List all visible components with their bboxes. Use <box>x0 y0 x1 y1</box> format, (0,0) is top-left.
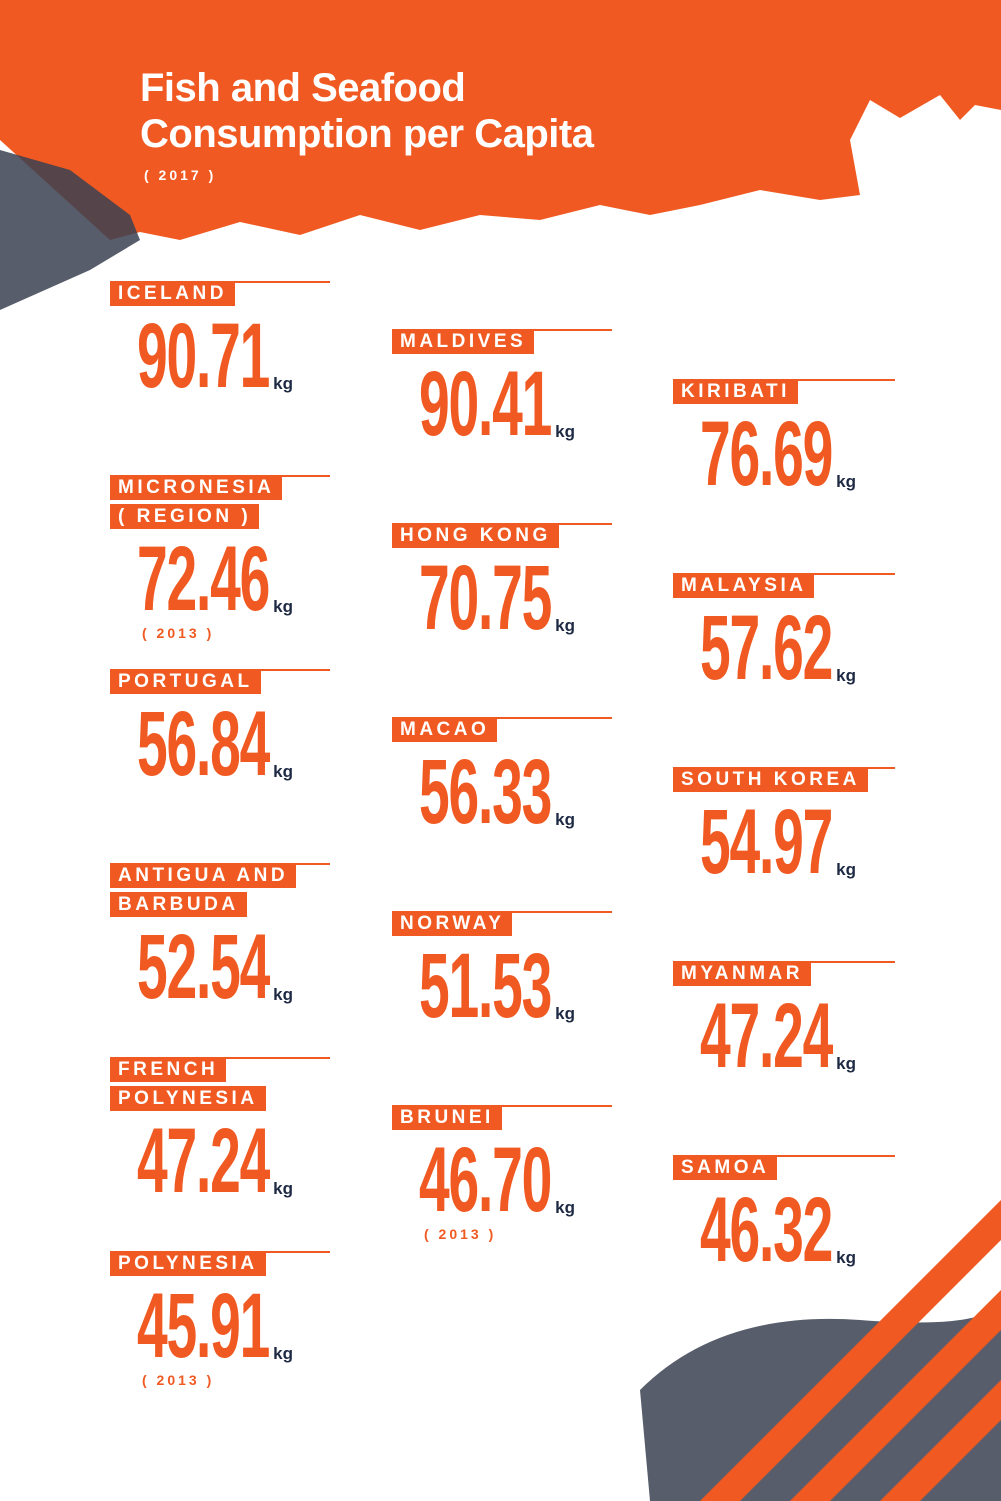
country-label: FRENCH <box>110 1057 227 1082</box>
unit: kg <box>836 1248 856 1267</box>
unit: kg <box>555 1004 575 1023</box>
note: ( 2013 ) <box>142 625 215 641</box>
value: 56.33 <box>419 741 552 843</box>
unit: kg <box>836 472 856 491</box>
stripe <box>880 1380 1001 1501</box>
banner <box>0 0 1001 240</box>
country-label: BRUNEI <box>392 1105 502 1130</box>
country-label: ( REGION ) <box>110 504 260 529</box>
note: ( 2013 ) <box>424 1226 497 1242</box>
country-label: NORWAY <box>392 911 513 936</box>
rule <box>392 717 612 719</box>
title-line: Fish and Seafood <box>140 66 466 110</box>
value: 45.91 <box>137 1275 270 1377</box>
value: 72.46 <box>137 528 270 630</box>
rule <box>673 1155 895 1157</box>
note: ( 2013 ) <box>142 1372 215 1388</box>
unit: kg <box>836 860 856 879</box>
country-label: ANTIGUA AND <box>110 863 297 888</box>
country-label: MALAYSIA <box>673 573 815 598</box>
country-label: MICRONESIA <box>110 475 283 500</box>
unit: kg <box>273 597 293 616</box>
value: 46.70 <box>419 1129 552 1231</box>
unit: kg <box>836 666 856 685</box>
country-label: POLYNESIA <box>110 1086 266 1111</box>
country-label: MALDIVES <box>392 329 535 354</box>
stripe <box>790 1290 1001 1501</box>
value: 90.41 <box>419 353 552 455</box>
value: 57.62 <box>700 597 833 699</box>
value: 47.24 <box>137 1110 270 1212</box>
value: 54.97 <box>700 791 833 893</box>
unit: kg <box>273 1344 293 1363</box>
country-label: MYANMAR <box>673 961 811 986</box>
unit: kg <box>273 762 293 781</box>
value: 76.69 <box>700 403 833 505</box>
country-label: HONG KONG <box>392 523 559 548</box>
value: 90.71 <box>137 305 270 407</box>
rule <box>392 1105 612 1107</box>
unit: kg <box>836 1054 856 1073</box>
country-label: MACAO <box>392 717 498 742</box>
country-label: SAMOA <box>673 1155 778 1180</box>
country-label: BARBUDA <box>110 892 247 917</box>
value: 52.54 <box>137 916 270 1018</box>
country-label: ICELAND <box>110 281 235 306</box>
unit: kg <box>555 422 575 441</box>
value: 46.32 <box>700 1179 833 1281</box>
year: ( 2017 ) <box>144 167 217 183</box>
title-line: Consumption per Capita <box>140 112 594 156</box>
unit: kg <box>555 616 575 635</box>
unit: kg <box>273 1179 293 1198</box>
value: 70.75 <box>419 547 552 649</box>
unit: kg <box>555 810 575 829</box>
unit: kg <box>273 985 293 1004</box>
country-label: KIRIBATI <box>673 379 798 404</box>
country-label: PORTUGAL <box>110 669 261 694</box>
country-label: POLYNESIA <box>110 1251 266 1276</box>
value: 51.53 <box>419 935 552 1037</box>
country-label: SOUTH KOREA <box>673 767 868 792</box>
fish-left <box>0 150 140 310</box>
value: 56.84 <box>137 693 270 795</box>
unit: kg <box>273 374 293 393</box>
unit: kg <box>555 1198 575 1217</box>
value: 47.24 <box>700 985 833 1087</box>
stripe <box>700 1200 1001 1501</box>
